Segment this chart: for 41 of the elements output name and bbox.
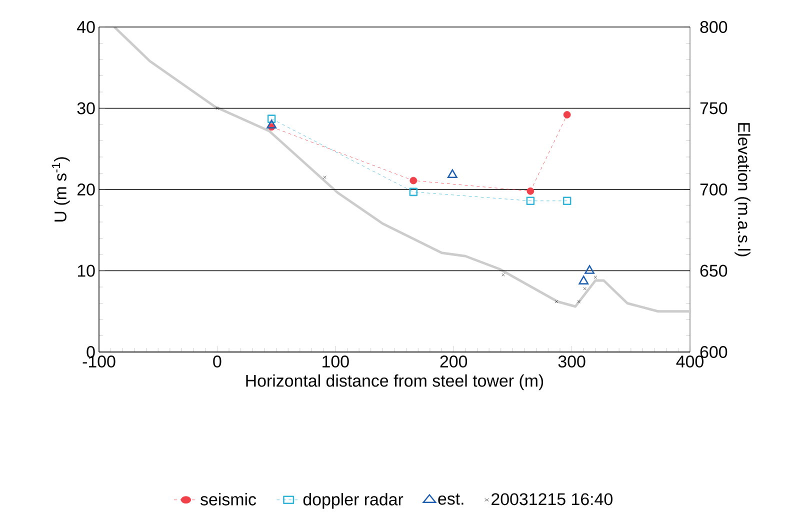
- point: [526, 196, 535, 206]
- x-tick-label: 400: [676, 356, 704, 368]
- point: [526, 187, 534, 195]
- legend-label: est.: [438, 494, 464, 505]
- point: [409, 188, 418, 196]
- point: [594, 276, 598, 279]
- point: [563, 111, 571, 118]
- y2-tick-label: 600: [700, 346, 728, 358]
- point: [323, 176, 326, 179]
- y-tick-label: 30: [77, 102, 95, 114]
- y-axis-title: U (m s$^{-1}$): [52, 157, 70, 222]
- point: [216, 106, 219, 110]
- legend-label: seismic: [200, 493, 256, 506]
- y2-axis-title: Elevation (m.a.s.l): [734, 123, 750, 256]
- point: [583, 287, 586, 290]
- point: [502, 273, 505, 276]
- x-axis-title: Horizontal distance from steel tower (m): [246, 374, 544, 390]
- point: [584, 265, 594, 274]
- legend-label: doppler radar: [303, 493, 404, 509]
- point: [266, 120, 277, 128]
- x-tick-label: 100: [322, 356, 349, 368]
- point: [577, 300, 581, 304]
- x-tick-label: -100: [82, 356, 116, 368]
- point: [562, 196, 572, 206]
- y-tick-label: 20: [78, 184, 95, 196]
- point: [267, 114, 276, 123]
- y-tick-label: 40: [77, 21, 95, 34]
- line-series: [113, 26, 690, 313]
- y-tick-label: 10: [78, 264, 95, 277]
- y2-tick-label: 750: [700, 102, 728, 114]
- y2-tick-label: 700: [700, 184, 728, 196]
- point: [410, 176, 418, 184]
- x-tick-label: 200: [440, 356, 468, 368]
- point: [447, 169, 458, 178]
- point: [578, 276, 589, 284]
- point: [554, 300, 558, 304]
- y2-tick-label: 800: [700, 21, 728, 33]
- x-tick-label: 300: [558, 356, 586, 368]
- y2-tick-label: 650: [700, 264, 728, 277]
- x-tick-label: 0: [213, 356, 222, 368]
- legend-label: 20031215 16:40: [492, 493, 612, 506]
